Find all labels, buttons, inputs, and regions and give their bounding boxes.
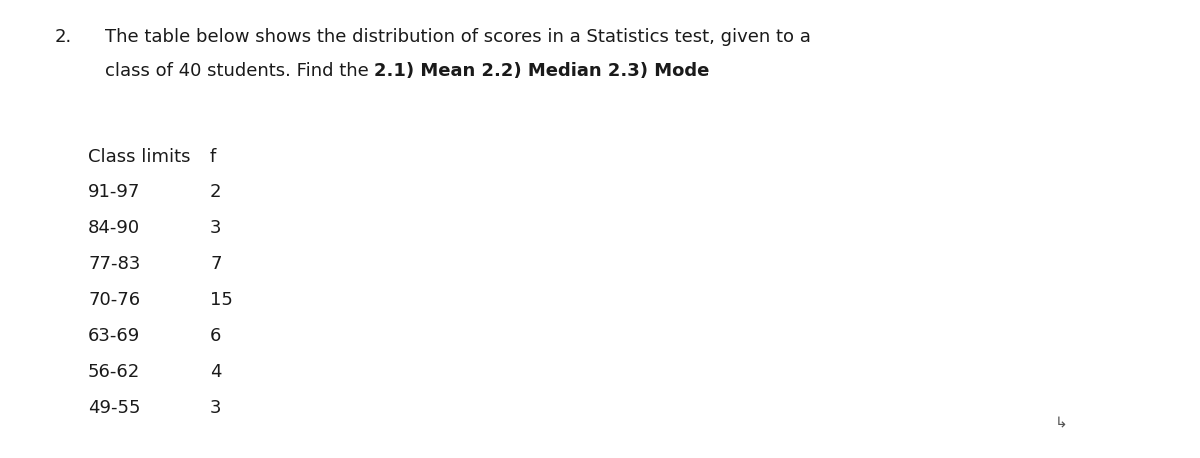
- Text: 91-97: 91-97: [88, 183, 140, 201]
- Text: 84-90: 84-90: [88, 219, 140, 237]
- Text: 2: 2: [210, 183, 222, 201]
- Text: 6: 6: [210, 327, 221, 345]
- Text: class of 40 students. Find the: class of 40 students. Find the: [106, 62, 374, 80]
- Text: Class limits: Class limits: [88, 148, 191, 166]
- Text: 56-62: 56-62: [88, 363, 140, 381]
- Text: ↳: ↳: [1055, 415, 1068, 430]
- Text: 77-83: 77-83: [88, 255, 140, 273]
- Text: 15: 15: [210, 291, 233, 309]
- Text: f: f: [210, 148, 216, 166]
- Text: 3: 3: [210, 219, 222, 237]
- Text: 70-76: 70-76: [88, 291, 140, 309]
- Text: 3: 3: [210, 399, 222, 417]
- Text: 49-55: 49-55: [88, 399, 140, 417]
- Text: The table below shows the distribution of scores in a Statistics test, given to : The table below shows the distribution o…: [106, 28, 811, 46]
- Text: 2.1) Mean 2.2) Median 2.3) Mode: 2.1) Mean 2.2) Median 2.3) Mode: [374, 62, 710, 80]
- Text: 2.: 2.: [55, 28, 72, 46]
- Text: 4: 4: [210, 363, 222, 381]
- Text: 7: 7: [210, 255, 222, 273]
- Text: 63-69: 63-69: [88, 327, 140, 345]
